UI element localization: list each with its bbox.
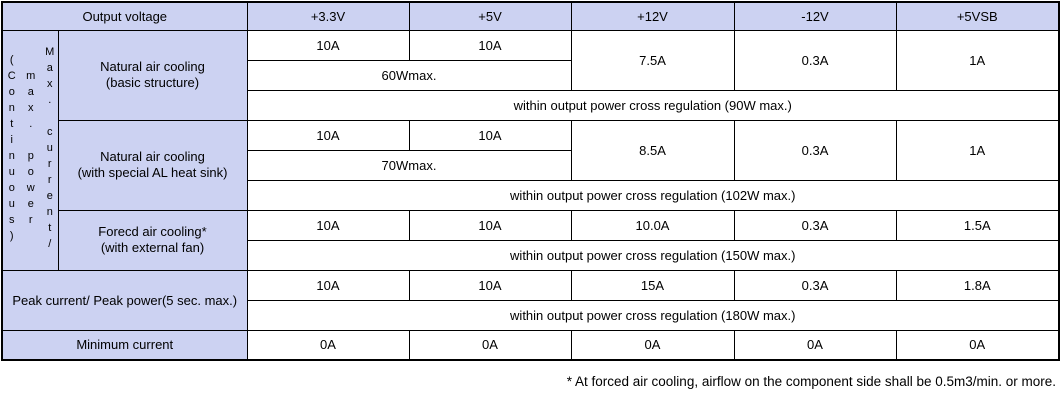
current-cell-s2-5v: 10A: [408, 119, 572, 151]
cross-regulation-cell-s3: within output power cross regulation (15…: [246, 239, 1060, 271]
current-cell-s1-5v: 10A: [408, 29, 572, 61]
section1-cross-regulation-row: within output power cross regulation (90…: [2, 89, 1060, 121]
current-cell-peak-3v3: 10A: [246, 269, 410, 301]
current-cell-peak-5v: 10A: [408, 269, 572, 301]
current-cell-s2-minus12v: 0.3A: [733, 119, 897, 181]
voltage-header-5v: +5V: [408, 1, 572, 31]
row-group-vertical-label-cell: (Continuous) max. power Max. current/: [1, 29, 59, 271]
section2-cross-regulation-row: within output power cross regulation (10…: [2, 179, 1060, 211]
cooling-method-forced-air: Forecd air cooling* (with external fan): [57, 209, 248, 271]
minimum-current-row: Minimum current 0A 0A 0A 0A 0A: [1, 329, 1060, 361]
section3-cross-regulation-row: within output power cross regulation (15…: [2, 239, 1060, 271]
minimum-current-label-cell: Minimum current: [1, 329, 248, 361]
current-cell-s3-minus12v: 0.3A: [733, 209, 897, 241]
current-cell-s2-5vsb: 1A: [895, 119, 1060, 181]
current-cell-min-5vsb: 0A: [895, 329, 1060, 361]
current-cell-s3-12v: 10.0A: [570, 209, 735, 241]
cooling-method-line2: (with special AL heat sink): [77, 165, 228, 180]
cross-regulation-cell-s1: within output power cross regulation (90…: [246, 89, 1060, 121]
current-cell-s2-12v: 8.5A: [570, 119, 735, 181]
current-cell-min-3v3: 0A: [246, 329, 410, 361]
current-cell-s1-minus12v: 0.3A: [733, 29, 897, 91]
current-cell-s1-12v: 7.5A: [570, 29, 735, 91]
current-cell-s3-5v: 10A: [408, 209, 572, 241]
section1-wmax-row: 60Wmax.: [2, 59, 1059, 91]
voltage-header-12v: +12V: [570, 1, 735, 31]
cooling-method-line2: (with external fan): [100, 240, 205, 255]
cooling-method-natural-basic: Natural air cooling (basic structure): [57, 29, 248, 121]
cross-regulation-cell-peak: within output power cross regulation (18…: [246, 299, 1060, 331]
forced-air-cooling-footnote: * At forced air cooling, airflow on the …: [566, 374, 1056, 389]
voltage-header-3v3: +3.3V: [246, 1, 410, 31]
cooling-method-line1: Natural air cooling: [100, 149, 205, 164]
voltage-header-5vsb: +5VSB: [895, 1, 1060, 31]
voltage-header-minus12v: -12V: [733, 1, 897, 31]
output-spec-table: Output voltage +3.3V +5V +12V -12V +5VSB…: [1, 1, 1060, 361]
vertical-label-max-power: max. power: [24, 70, 37, 230]
current-cell-s1-3v3: 10A: [246, 29, 410, 61]
section2-current-row: Natural air cooling (with special AL hea…: [2, 119, 1060, 211]
current-cell-peak-5vsb: 1.8A: [895, 269, 1060, 301]
cooling-method-line1: Forecd air cooling*: [98, 224, 207, 239]
current-cell-s3-5vsb: 1.5A: [895, 209, 1060, 241]
output-voltage-header-cell: Output voltage: [1, 1, 248, 31]
wmax-cell-s1: 60Wmax.: [246, 59, 572, 91]
current-cell-s2-3v3: 10A: [246, 119, 410, 151]
peak-cross-regulation-row: within output power cross regulation (18…: [2, 299, 1060, 331]
vertical-label-continuous: (Continuous): [5, 54, 18, 246]
section3-current-row: Forecd air cooling* (with external fan) …: [2, 209, 1060, 271]
header-row: Output voltage +3.3V +5V +12V -12V +5VSB: [1, 1, 1060, 31]
current-cell-min-5v: 0A: [408, 329, 572, 361]
vertical-label-wrap: (Continuous) max. power Max. current/: [3, 31, 57, 269]
cooling-method-line2: (basic structure): [105, 75, 200, 90]
current-cell-min-minus12v: 0A: [733, 329, 897, 361]
current-cell-peak-12v: 15A: [570, 269, 735, 301]
peak-current-label-cell: Peak current/ Peak power(5 sec. max.): [1, 269, 248, 331]
peak-current-row: Peak current/ Peak power(5 sec. max.) 10…: [1, 269, 1060, 331]
current-cell-peak-minus12v: 0.3A: [733, 269, 897, 301]
cooling-method-natural-al-heatsink: Natural air cooling (with special AL hea…: [57, 119, 248, 211]
cooling-method-line1: Natural air cooling: [100, 59, 205, 74]
current-cell-s1-5vsb: 1A: [895, 29, 1060, 91]
wmax-cell-s2: 70Wmax.: [246, 149, 572, 181]
current-cell-s3-3v3: 10A: [246, 209, 410, 241]
section1-current-row: (Continuous) max. power Max. current/ Na…: [1, 29, 1060, 271]
cross-regulation-cell-s2: within output power cross regulation (10…: [246, 179, 1060, 211]
current-cell-min-12v: 0A: [570, 329, 735, 361]
vertical-label-max-current: Max. current/: [43, 46, 56, 254]
